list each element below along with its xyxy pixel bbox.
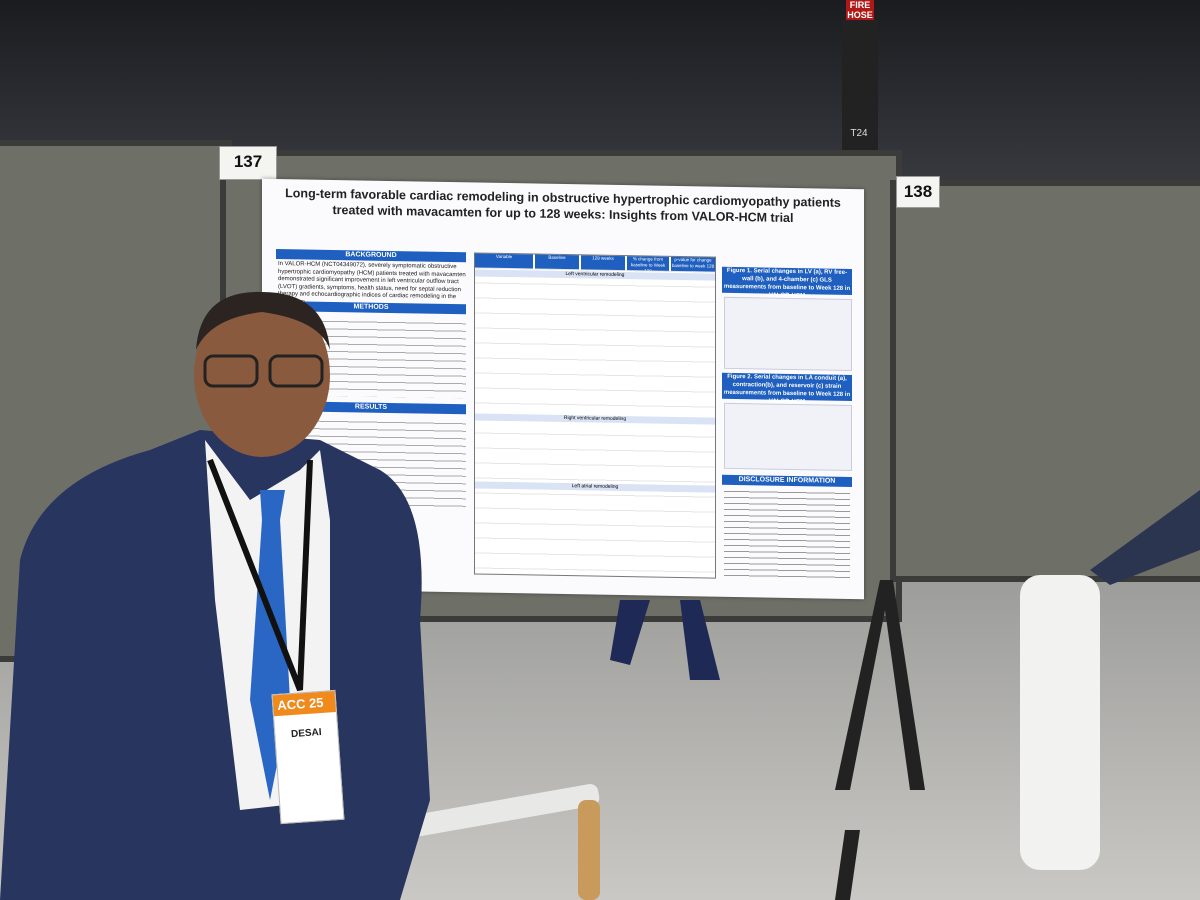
head [194, 293, 330, 457]
lanyard [207, 458, 313, 692]
badge-name: DESAI [290, 727, 322, 741]
arm [1090, 490, 1200, 585]
glasses [268, 354, 324, 388]
easel-leg [835, 830, 860, 900]
column-label: T24 [850, 128, 868, 139]
board-number: 137 [219, 146, 277, 180]
poster-tube [578, 800, 600, 900]
glasses [203, 354, 259, 388]
board-number: 138 [896, 176, 940, 208]
legs-behind [610, 600, 720, 680]
fire-hose-sign: FIRE HOSE [846, 0, 874, 20]
hair [196, 291, 330, 350]
right-board [890, 180, 1200, 582]
poster-tube [396, 784, 600, 839]
badge-event: ACC 25 [272, 690, 336, 717]
column [842, 20, 878, 170]
rolled-paper [1020, 575, 1100, 870]
easel [835, 580, 925, 790]
name-badge: ACC 25 DESAI [271, 689, 345, 825]
